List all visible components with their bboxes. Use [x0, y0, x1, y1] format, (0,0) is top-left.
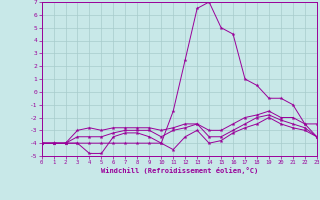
X-axis label: Windchill (Refroidissement éolien,°C): Windchill (Refroidissement éolien,°C)	[100, 167, 258, 174]
